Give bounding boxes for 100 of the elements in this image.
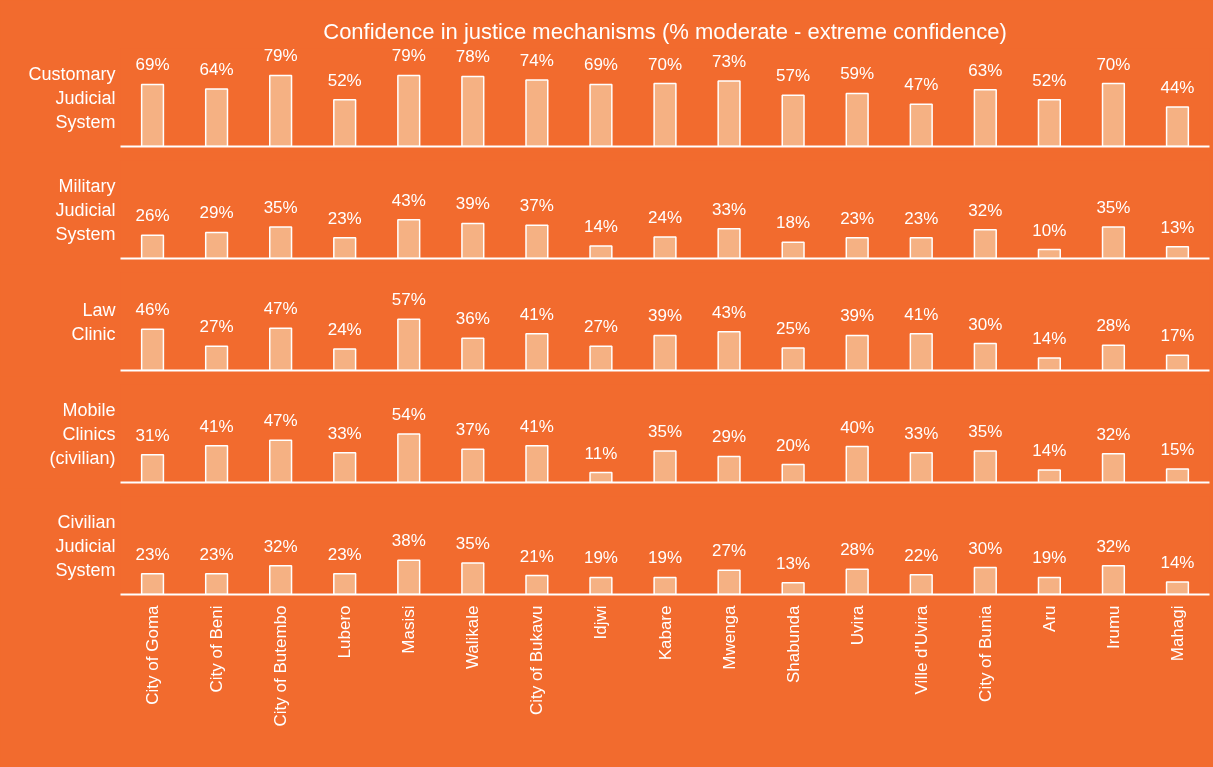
data-label: 28% [840,540,875,560]
data-label: 32% [263,536,298,556]
data-label: 46% [135,300,170,320]
data-label: 33% [904,423,939,443]
data-label: 19% [1032,548,1067,568]
data-label: 35% [263,198,298,218]
x-tick-label: Uvira [847,604,867,646]
data-label: 27% [712,541,747,561]
data-label: 23% [199,544,234,564]
y-axis-title: Mobile Clinics (civilian) [49,399,116,468]
data-label: 33% [712,199,747,219]
data-label: 70% [1096,54,1131,74]
data-label: 38% [391,531,426,551]
x-tick-label: City of Beni [207,605,227,693]
x-tick-label: City of Butembo [271,605,291,727]
data-label: 23% [840,208,875,228]
data-label: 69% [583,55,618,75]
x-tick-label: Lubero [335,605,355,659]
x-tick-label: Irumu [1103,605,1123,649]
data-label: 30% [968,314,1003,334]
data-label: 37% [519,196,554,216]
data-label: 43% [712,302,747,322]
data-label: 32% [1096,424,1131,444]
data-label: 59% [840,64,875,84]
x-tick-label: Mahagi [1167,605,1187,662]
data-label: 57% [391,290,426,310]
data-label: 33% [327,423,362,443]
data-label: 29% [712,427,747,447]
data-label: 24% [647,207,683,227]
data-label: 24% [327,319,362,339]
data-label: 31% [135,425,170,445]
data-label: 19% [583,548,618,568]
data-label: 35% [1096,198,1131,218]
data-label: 73% [712,51,747,71]
data-label: 64% [199,59,234,79]
y-axis-title: Law Clinic [71,299,117,344]
data-label: 41% [904,304,939,324]
y-axis-title: Military Judicial System [55,175,116,244]
data-label: 27% [583,317,618,337]
data-label: 30% [968,538,1003,558]
data-label: 54% [391,404,426,424]
chart-title: Confidence in justice mechanisms (% moderate - extreme confidence) [323,18,1007,44]
data-label: 13% [1160,217,1195,237]
y-axis-title: Civilian Judicial System [55,511,116,580]
data-label: 39% [455,194,490,214]
x-tick-label: Shabunda [783,604,803,684]
data-label: 47% [263,411,298,431]
data-label: 69% [135,55,170,75]
data-label: 27% [199,317,234,337]
data-label: 35% [968,422,1003,442]
data-label: 23% [135,544,170,564]
data-label: 14% [1032,440,1067,460]
data-label: 17% [1160,326,1195,346]
data-label: 70% [647,54,683,74]
data-label: 32% [1096,536,1131,556]
data-label: 13% [776,553,811,573]
data-label: 15% [1160,440,1195,460]
data-label: 78% [455,47,490,67]
data-label: 43% [391,190,426,210]
data-label: 23% [327,208,362,228]
data-label: 41% [519,304,554,324]
data-label: 44% [1160,77,1195,97]
data-label: 35% [647,422,683,442]
data-label: 79% [391,46,426,66]
data-label: 23% [327,544,362,564]
x-tick-label: City of Bunia [975,604,995,702]
data-label: 47% [263,299,298,319]
data-label: 14% [1032,328,1067,348]
data-label: 52% [327,70,362,90]
x-tick-label: City of Goma [143,604,163,705]
data-label: 14% [583,216,618,236]
x-tick-label: City of Bukavu [527,605,547,716]
data-label: 11% [584,443,618,463]
data-label: 18% [776,213,811,233]
data-label: 41% [519,416,554,436]
data-label: 63% [968,60,1003,80]
data-label: 40% [840,417,875,437]
x-tick-label: Masisi [399,605,419,654]
data-label: 29% [199,203,234,223]
data-label: 74% [519,50,554,70]
data-label: 32% [968,200,1003,220]
data-label: 10% [1032,220,1067,240]
data-label: 14% [1160,552,1195,572]
x-tick-label: Ville d'Uvira [911,604,931,695]
data-label: 79% [263,46,298,66]
data-label: 25% [776,319,811,339]
data-label: 35% [455,534,490,554]
data-label: 28% [1096,316,1131,336]
data-label: 37% [455,420,490,440]
data-label: 41% [199,416,234,436]
data-label: 20% [776,435,811,455]
data-label: 23% [904,208,939,228]
data-label: 57% [776,66,811,86]
x-tick-label: Aru [1039,605,1059,632]
x-tick-label: Idjwi [591,605,611,640]
data-label: 39% [840,306,875,326]
data-label: 47% [904,75,939,95]
data-label: 52% [1032,70,1067,90]
data-label: 21% [519,546,554,566]
data-label: 26% [135,206,170,226]
